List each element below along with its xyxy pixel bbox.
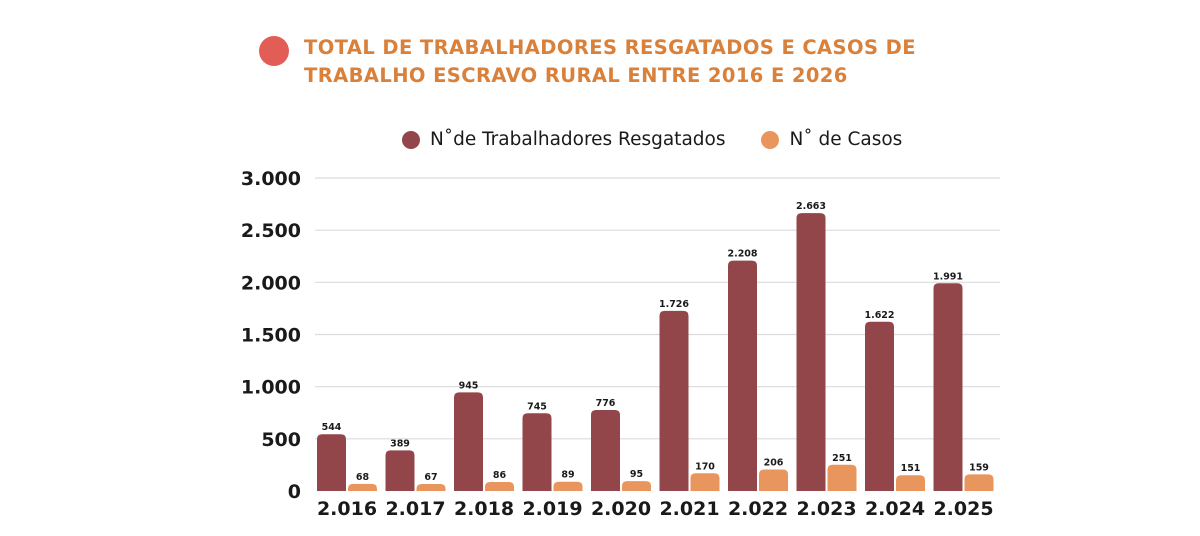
x-tick-label: 2.020 xyxy=(591,498,651,520)
x-tick-label: 2.022 xyxy=(728,498,788,520)
data-label-casos: 86 xyxy=(493,470,507,481)
bar-resgatados xyxy=(865,321,894,491)
data-label-resgatados: 776 xyxy=(596,398,616,409)
data-label-resgatados: 745 xyxy=(527,401,547,412)
x-tick-label: 2.018 xyxy=(454,498,514,520)
bar-casos xyxy=(964,474,994,491)
legend-label-casos: N˚ de Casos xyxy=(789,129,903,150)
y-tick-label: 2.000 xyxy=(241,272,301,294)
bar-resgatados xyxy=(659,310,689,491)
data-label-casos: 89 xyxy=(561,470,574,481)
y-tick-label: 1.500 xyxy=(241,325,301,347)
bar-casos xyxy=(690,473,720,491)
legend-label-resgatados: N˚de Trabalhadores Resgatados xyxy=(430,129,726,150)
bar-casos xyxy=(416,484,446,491)
data-label-resgatados: 2.208 xyxy=(727,249,757,260)
legend-item-resgatados: N˚de Trabalhadores Resgatados xyxy=(402,129,725,150)
data-label-casos: 170 xyxy=(695,461,715,472)
data-label-casos: 151 xyxy=(901,463,921,474)
x-tick-label: 2.025 xyxy=(933,498,993,520)
bar-resgatados xyxy=(454,392,483,491)
x-tick-label: 2.017 xyxy=(385,498,445,520)
bar-resgatados xyxy=(522,413,552,491)
bar-casos xyxy=(553,481,583,491)
title-marker-icon xyxy=(259,36,289,66)
bar-resgatados xyxy=(728,260,757,491)
y-tick-label: 3.000 xyxy=(241,168,301,190)
x-tick-label: 2.024 xyxy=(865,498,925,520)
data-label-resgatados: 2.663 xyxy=(796,201,826,212)
bar-casos xyxy=(759,469,788,491)
x-tick-label: 2.019 xyxy=(522,498,582,520)
legend-swatch-resgatados xyxy=(402,130,420,149)
y-tick-label: 2.500 xyxy=(241,220,301,242)
bar-resgatados xyxy=(796,213,826,491)
bar-resgatados xyxy=(385,450,415,491)
chart-title-line-2: TRABALHO ESCRAVO RURAL ENTRE 2016 E 2026 xyxy=(304,64,848,87)
data-label-casos: 68 xyxy=(356,472,370,483)
data-label-resgatados: 544 xyxy=(322,422,342,433)
data-label-casos: 95 xyxy=(630,469,643,480)
bar-casos xyxy=(485,482,514,491)
bar-casos xyxy=(896,475,925,491)
legend-item-casos: N˚ de Casos xyxy=(761,129,902,150)
x-tick-label: 2.016 xyxy=(317,498,377,520)
data-label-casos: 67 xyxy=(424,472,437,483)
data-label-casos: 251 xyxy=(832,453,852,464)
y-tick-label: 0 xyxy=(288,481,301,503)
data-label-resgatados: 1.991 xyxy=(933,271,963,282)
legend: N˚de Trabalhadores Resgatados N˚ de Caso… xyxy=(402,129,938,150)
y-tick-label: 500 xyxy=(261,429,301,451)
data-label-resgatados: 389 xyxy=(390,438,410,449)
data-label-casos: 159 xyxy=(969,462,989,473)
bar-resgatados xyxy=(933,283,963,491)
bar-resgatados xyxy=(317,434,346,491)
chart-title: TOTAL DE TRABALHADORES RESGATADOS E CASO… xyxy=(304,34,916,90)
bar-casos xyxy=(827,464,857,491)
data-label-casos: 206 xyxy=(764,458,784,469)
y-tick-label: 1.000 xyxy=(241,377,301,399)
chart-title-line-1: TOTAL DE TRABALHADORES RESGATADOS E CASO… xyxy=(304,36,916,59)
x-tick-label: 2.021 xyxy=(659,498,719,520)
data-label-resgatados: 945 xyxy=(459,380,479,391)
data-label-resgatados: 1.622 xyxy=(864,310,894,321)
bar-casos xyxy=(348,483,377,491)
bar-resgatados xyxy=(591,410,620,491)
bar-casos xyxy=(622,481,651,491)
x-tick-label: 2.023 xyxy=(796,498,856,520)
data-label-resgatados: 1.726 xyxy=(659,299,689,310)
legend-swatch-casos xyxy=(761,130,780,149)
